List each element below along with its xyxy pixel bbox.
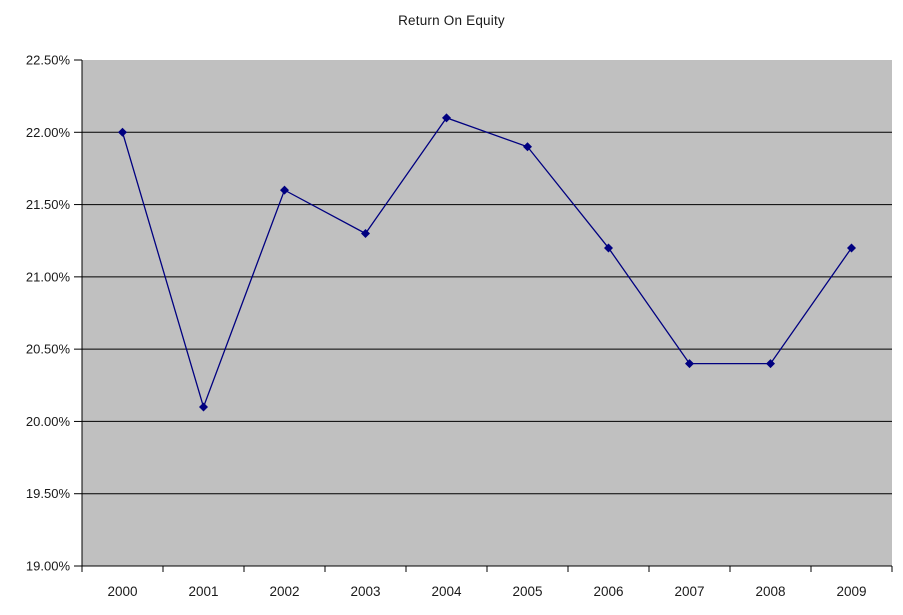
- y-tick-label: 22.50%: [26, 53, 71, 68]
- x-tick-label: 2003: [350, 584, 380, 599]
- x-tick-label: 2004: [431, 584, 462, 599]
- chart-title: Return On Equity: [398, 13, 505, 28]
- series-line: [121, 117, 853, 410]
- x-tick-label: 2008: [755, 584, 785, 599]
- x-tick-label: 2002: [269, 584, 299, 599]
- x-tick-label: 2006: [593, 584, 623, 599]
- x-tick-label: 2009: [836, 584, 866, 599]
- plot-area-background: [82, 60, 892, 566]
- y-tick-label: 20.50%: [26, 342, 71, 357]
- y-tick-label: 21.50%: [26, 197, 71, 212]
- x-tick-label: 2005: [512, 584, 542, 599]
- data-point-marker: [685, 359, 694, 369]
- data-point-marker: [847, 243, 856, 253]
- data-point-marker: [442, 113, 451, 123]
- data-point-marker: [199, 402, 208, 412]
- y-tick-label: 21.00%: [26, 269, 71, 284]
- x-tick-label: 2001: [188, 584, 218, 599]
- data-point-marker: [118, 127, 127, 137]
- data-point-marker: [604, 243, 613, 253]
- y-tick-label: 19.50%: [26, 486, 71, 501]
- y-tick-label: 19.00%: [26, 559, 71, 574]
- x-tick-label: 2000: [107, 584, 137, 599]
- data-point-marker: [766, 359, 775, 369]
- x-tick-label: 2007: [674, 584, 704, 599]
- y-tick-label: 22.00%: [26, 125, 71, 140]
- data-point-marker: [523, 142, 532, 152]
- y-tick-label: 20.00%: [26, 414, 71, 429]
- data-point-marker: [280, 185, 289, 195]
- data-point-marker: [361, 228, 370, 238]
